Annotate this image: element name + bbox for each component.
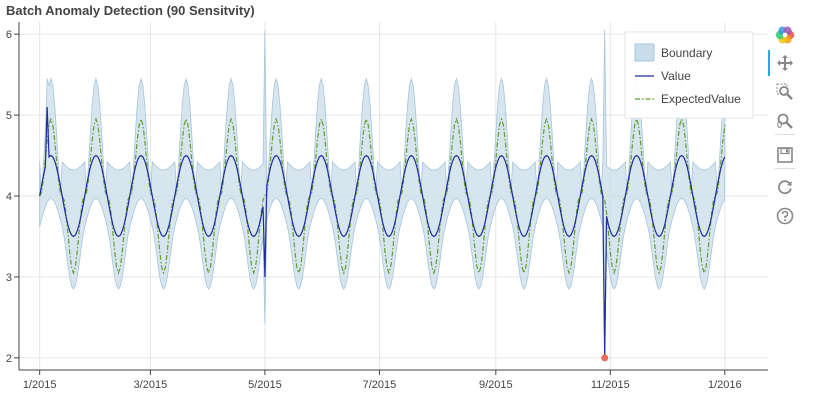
x-tick-label: 11/2015 <box>591 379 630 391</box>
y-tick-label: 6 <box>6 29 12 41</box>
value-line <box>39 106 726 358</box>
legend-swatch-boundary <box>634 43 655 62</box>
x-tick-label: 1/2016 <box>708 379 742 391</box>
x-tick-label: 5/2015 <box>248 379 282 391</box>
box-zoom-icon <box>776 83 794 101</box>
value-series <box>39 106 726 358</box>
toolbar-separator <box>775 168 795 169</box>
reset-tool-button[interactable] <box>772 174 798 200</box>
boundary-band-series <box>39 30 726 358</box>
anomaly-point[interactable] <box>601 354 609 362</box>
bokeh-logo-icon <box>775 25 795 45</box>
wheel-zoom-tool-button[interactable] <box>772 108 798 134</box>
pan-tool-button[interactable] <box>772 50 798 76</box>
y-tick-label: 2 <box>6 353 12 365</box>
legend: Boundary Value ExpectedValue <box>624 31 754 119</box>
axes: 2 3 4 5 6 1/2015 3/2015 5/2015 7/2015 9/2015 11/20… <box>6 22 768 391</box>
x-tick-label: 3/2015 <box>134 379 168 391</box>
reset-icon <box>776 178 794 196</box>
save-tool-button[interactable] <box>772 142 798 168</box>
help-tool-button[interactable] <box>772 203 798 229</box>
legend-label-value[interactable]: Value <box>661 69 691 83</box>
toolbar-separator <box>775 134 795 135</box>
boundary-band <box>39 30 726 358</box>
legend-label-boundary[interactable]: Boundary <box>661 46 712 60</box>
active-tool-indicator <box>768 50 770 76</box>
box-zoom-tool-button[interactable] <box>772 79 798 105</box>
wheel-zoom-icon <box>776 112 794 130</box>
expected-value-series <box>39 117 726 275</box>
x-tick-label: 1/2015 <box>23 379 57 391</box>
pan-icon <box>776 54 794 72</box>
x-tick-label: 9/2015 <box>479 379 513 391</box>
anomaly-markers <box>601 354 609 362</box>
bokeh-logo-tool-button <box>772 22 798 48</box>
help-icon <box>776 207 794 225</box>
y-tick-label: 4 <box>6 191 12 203</box>
save-icon <box>776 146 794 164</box>
y-tick-label: 5 <box>6 110 12 122</box>
x-tick-label: 7/2015 <box>363 379 397 391</box>
legend-label-expected[interactable]: ExpectedValue <box>661 92 741 106</box>
y-tick-label: 3 <box>6 272 12 284</box>
chart-title: Batch Anomaly Detection (90 Sensitvity) <box>6 3 255 18</box>
expected-value-line <box>39 117 726 275</box>
